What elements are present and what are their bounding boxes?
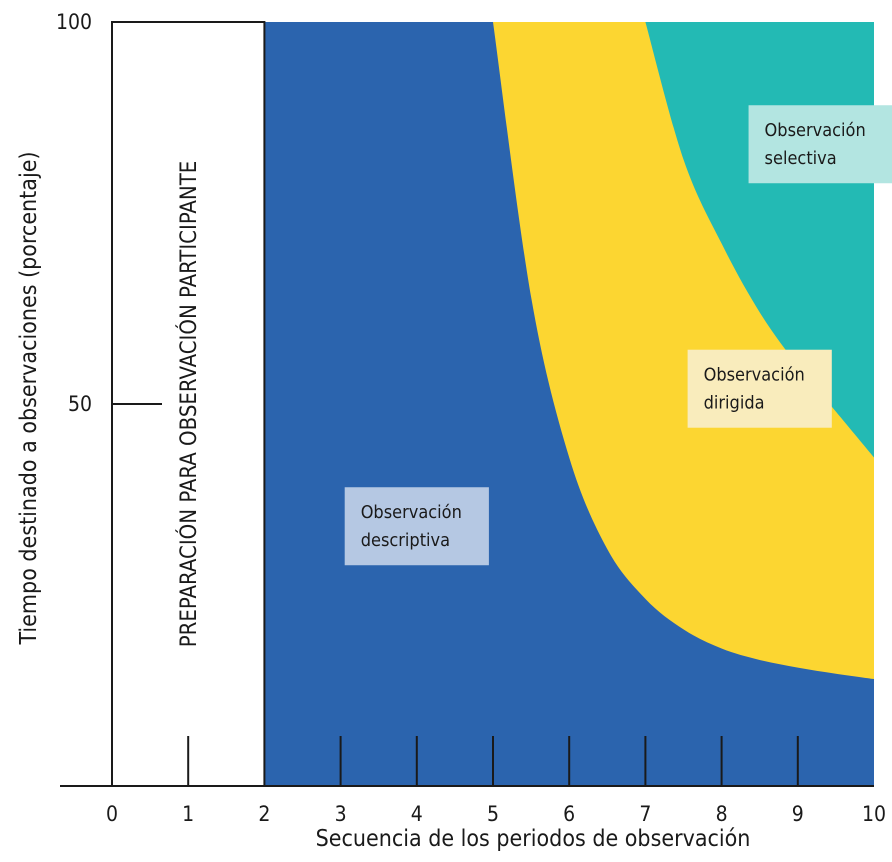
- y-axis-title: Tiempo destinado a observaciones (porcen…: [16, 151, 42, 645]
- x-tick-label: 0: [106, 802, 118, 826]
- y-tick-label: 50: [68, 392, 92, 416]
- x-tick-label: 3: [335, 802, 347, 826]
- label-box: [687, 349, 832, 428]
- region-labels: Observación descriptiva Observación dirigid…: [344, 105, 892, 566]
- x-tick-label: 8: [716, 802, 728, 826]
- x-tick-label: 10: [862, 802, 886, 826]
- y-tick-label: 100: [56, 10, 92, 34]
- label-text: Observación selectiva: [765, 120, 866, 169]
- axes: 0 1 2 3 4 5 6 7 8 9 10 100 50: [56, 10, 886, 826]
- label-box: [748, 105, 892, 184]
- x-tick-label: 2: [258, 802, 270, 826]
- x-tick-label: 5: [487, 802, 499, 826]
- x-tick-label: 4: [411, 802, 423, 826]
- x-tick-label: 7: [639, 802, 651, 826]
- x-axis-title: Secuencia de los periodos de observación: [316, 826, 751, 852]
- label-descriptive: Observación descriptiva: [344, 487, 489, 566]
- x-tick-label: 6: [563, 802, 575, 826]
- label-box: [344, 487, 489, 566]
- x-tick-label: 1: [182, 802, 194, 826]
- label-text: Observación descriptiva: [361, 502, 462, 551]
- x-tick-label: 9: [792, 802, 804, 826]
- label-selective: Observación selectiva: [748, 105, 892, 184]
- label-text: Observación dirigida: [704, 365, 805, 414]
- label-directed: Observación dirigida: [687, 349, 832, 428]
- preparation-label: PREPARACIÓN PARA OBSERVACIÓN PARTICIPANT…: [176, 161, 202, 648]
